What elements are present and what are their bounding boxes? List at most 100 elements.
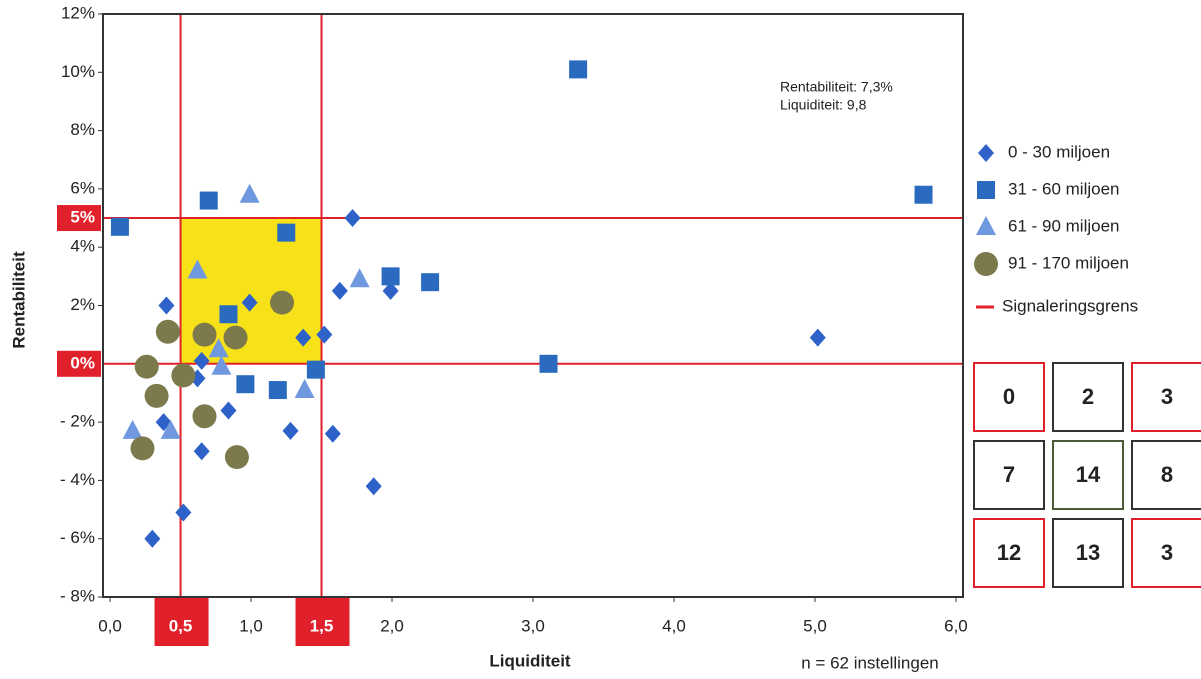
point	[809, 328, 826, 347]
point	[295, 328, 312, 347]
point	[306, 360, 325, 379]
point	[349, 268, 370, 288]
point	[130, 436, 155, 461]
point	[241, 293, 258, 312]
legend-label: 0 - 30 miljoen	[1008, 142, 1110, 161]
count-value: 3	[1161, 384, 1173, 409]
x-tick-label: 1,0	[239, 616, 263, 635]
point	[208, 338, 229, 358]
annotation: Rentabiliteit: 7,3%	[780, 79, 893, 95]
x-tick-label: 6,0	[944, 616, 968, 635]
count-value: 14	[1076, 462, 1101, 487]
series	[122, 183, 370, 439]
y-tick-label: - 8%	[60, 586, 95, 605]
x-tick-label: 2,0	[380, 616, 404, 635]
point	[192, 404, 217, 429]
count-cell	[1131, 362, 1201, 432]
legend-label: 61 - 90 miljoen	[1008, 216, 1120, 235]
point	[193, 351, 210, 370]
signal-label: 0%	[70, 353, 95, 372]
signal-label-box	[57, 205, 101, 232]
y-tick-label: 10%	[61, 62, 95, 81]
legend-label: Signaleringsgrens	[1002, 296, 1138, 315]
point	[193, 442, 210, 461]
point	[294, 379, 315, 399]
point	[316, 325, 333, 344]
count-value: 7	[1003, 462, 1015, 487]
point	[192, 322, 217, 347]
count-value: 13	[1076, 540, 1100, 565]
point	[365, 477, 382, 496]
point	[155, 319, 180, 344]
y-tick-label: 8%	[70, 120, 95, 139]
count-cell	[1131, 518, 1201, 588]
series	[144, 209, 826, 548]
point	[268, 381, 287, 400]
count-cell	[973, 362, 1045, 432]
x-axis-title: Liquiditeit	[489, 651, 571, 670]
point	[282, 421, 299, 440]
point	[331, 281, 348, 300]
legend-marker	[977, 181, 995, 199]
count-value: 0	[1003, 384, 1015, 409]
y-tick-label: 2%	[70, 295, 95, 314]
point	[421, 273, 440, 292]
point	[134, 354, 159, 379]
count-value: 2	[1082, 384, 1094, 409]
signal-label: 5%	[70, 208, 95, 227]
point	[220, 401, 237, 420]
signal-label-box	[57, 350, 101, 377]
point	[171, 363, 196, 388]
point	[344, 209, 361, 228]
signal-label-box	[295, 598, 350, 646]
y-tick-label: - 6%	[60, 528, 95, 547]
point	[199, 191, 218, 210]
signal-label-box	[154, 598, 209, 646]
y-tick-label: - 4%	[60, 470, 95, 489]
point	[110, 217, 129, 236]
point	[270, 290, 295, 315]
series	[130, 290, 295, 470]
legend-marker	[978, 144, 994, 162]
point	[175, 503, 192, 522]
point	[144, 529, 161, 548]
point	[539, 354, 558, 373]
signal-label: 1,5	[310, 616, 334, 635]
point	[277, 223, 296, 242]
y-tick-label: 6%	[70, 178, 95, 197]
count-value: 8	[1161, 462, 1173, 487]
annotation: Liquiditeit: 9,8	[780, 97, 867, 113]
x-tick-label: 0,0	[98, 616, 122, 635]
y-tick-label: - 2%	[60, 412, 95, 431]
point	[160, 419, 181, 439]
count-value: 12	[997, 540, 1021, 565]
point	[236, 375, 255, 394]
legend-marker	[976, 216, 996, 235]
point	[122, 419, 143, 439]
count-cell	[973, 518, 1045, 588]
point	[158, 296, 175, 315]
point	[144, 383, 169, 408]
point	[219, 305, 238, 324]
y-tick-label: 4%	[70, 237, 95, 256]
count-cell	[1052, 362, 1124, 432]
y-tick-label: 12%	[61, 3, 95, 22]
count-value: 3	[1161, 540, 1173, 565]
legend-marker	[974, 252, 998, 276]
legend-label: 91 - 170 miljoen	[1008, 253, 1129, 272]
count-cell	[1052, 518, 1124, 588]
count-cell	[973, 440, 1045, 510]
point	[187, 259, 208, 279]
x-tick-label: 3,0	[521, 616, 545, 635]
count-cell	[1131, 440, 1201, 510]
point	[914, 185, 933, 204]
point	[211, 355, 232, 375]
point	[382, 281, 399, 300]
point	[381, 267, 400, 286]
point	[239, 183, 260, 203]
x-tick-label: 4,0	[662, 616, 686, 635]
point	[223, 325, 248, 350]
point	[569, 60, 588, 79]
series	[110, 60, 933, 400]
